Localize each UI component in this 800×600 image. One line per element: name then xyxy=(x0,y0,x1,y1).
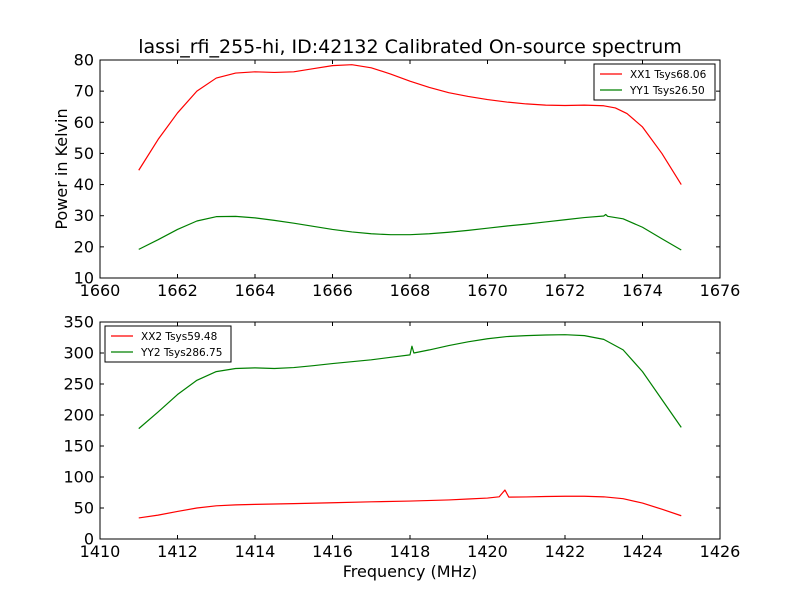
y-tick-label: 200 xyxy=(63,406,94,425)
y-tick-label: 60 xyxy=(74,113,94,132)
x-tick-label: 1424 xyxy=(622,542,663,561)
y-tick-label: 10 xyxy=(74,269,94,288)
legend-entry: YY2 Tsys286.75 xyxy=(140,347,222,359)
x-tick-label: 1426 xyxy=(700,542,741,561)
legend-entry: XX1 Tsys68.06 xyxy=(630,69,707,81)
x-axis-label: Frequency (MHz) xyxy=(343,562,477,581)
legend-box xyxy=(104,325,232,363)
x-tick-label: 1670 xyxy=(467,281,508,300)
y-tick-label: 300 xyxy=(63,344,94,363)
y-tick-label: 80 xyxy=(74,51,94,70)
chart-title: lassi_rfi_255-hi, ID:42132 Calibrated On… xyxy=(138,36,682,58)
y-axis-label: Power in Kelvin xyxy=(52,108,71,229)
x-tick-label: 1418 xyxy=(390,542,431,561)
y-tick-label: 0 xyxy=(84,530,94,549)
x-tick-label: 1662 xyxy=(157,281,198,300)
x-tick-label: 1672 xyxy=(545,281,586,300)
y-tick-label: 20 xyxy=(74,237,94,256)
x-tick-label: 1666 xyxy=(312,281,353,300)
legend-entry: XX2 Tsys59.48 xyxy=(141,331,217,343)
series-line-2-2 xyxy=(138,334,682,430)
x-tick-label: 1414 xyxy=(235,542,276,561)
x-tick-label: 1676 xyxy=(700,281,741,300)
y-tick-label: 100 xyxy=(63,468,94,487)
x-tick-label: 1420 xyxy=(467,542,508,561)
x-tick-label: 1668 xyxy=(390,281,431,300)
x-tick-label: 1674 xyxy=(622,281,663,300)
series-line-1-2 xyxy=(138,213,682,251)
x-tick-label: 1660 xyxy=(80,281,121,300)
y-tick-label: 30 xyxy=(74,206,94,225)
x-tick-label: 1416 xyxy=(312,542,353,561)
y-tick-label: 150 xyxy=(63,437,94,456)
x-tick-label: 1410 xyxy=(80,542,121,561)
x-tick-label: 1664 xyxy=(235,281,276,300)
y-tick-label: 40 xyxy=(74,175,94,194)
top-panel: 1660 1662 1664 1666 1668 1670 1672 1674 1676 10 20… xyxy=(74,51,741,301)
series-line-1-1 xyxy=(138,64,682,185)
y-tick-label: 70 xyxy=(74,82,94,101)
x-tick-label: 1422 xyxy=(545,542,586,561)
y-tick-label: 350 xyxy=(63,313,94,332)
legend-box xyxy=(593,63,716,101)
legend-entry: YY1 Tsys26.50 xyxy=(629,85,705,97)
series-line-2-1 xyxy=(138,489,682,519)
x-tick-label: 1412 xyxy=(157,542,198,561)
y-tick-label: 250 xyxy=(63,375,94,394)
bottom-panel: 1410 1412 1414 1416 1418 1420 1422 1424 1426 0 50 1… xyxy=(63,313,740,562)
y-tick-label: 50 xyxy=(74,144,94,163)
y-tick-label: 50 xyxy=(74,499,94,518)
